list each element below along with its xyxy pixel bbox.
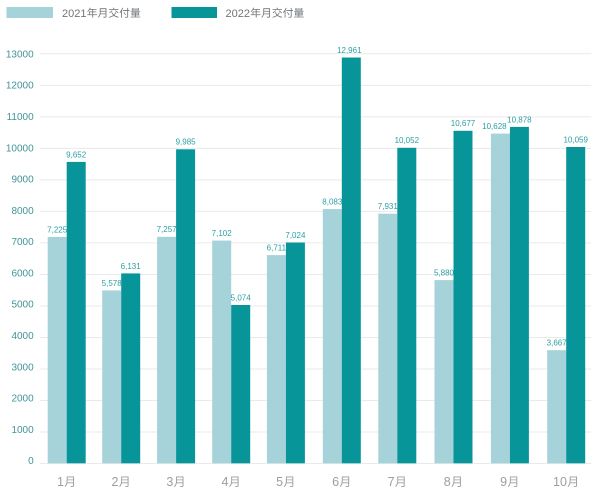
svg-text:9: 9 xyxy=(500,475,507,489)
svg-text:10,878: 10,878 xyxy=(507,115,532,124)
svg-text:6,711: 6,711 xyxy=(267,244,287,253)
svg-text:4000: 4000 xyxy=(11,331,34,342)
svg-text:5,880: 5,880 xyxy=(434,269,455,278)
svg-text:3: 3 xyxy=(166,475,173,489)
svg-text:5,578: 5,578 xyxy=(102,279,123,288)
svg-text:9,985: 9,985 xyxy=(176,138,197,147)
svg-text:5: 5 xyxy=(276,475,283,489)
svg-text:5,074: 5,074 xyxy=(231,293,252,302)
svg-text:10,628: 10,628 xyxy=(482,122,507,131)
svg-text:10000: 10000 xyxy=(6,143,34,154)
svg-text:1000: 1000 xyxy=(11,425,34,436)
svg-text:9000: 9000 xyxy=(11,175,34,186)
svg-text:2022: 2022 xyxy=(226,8,250,20)
svg-text:7,024: 7,024 xyxy=(285,231,306,240)
svg-text:8000: 8000 xyxy=(11,206,34,217)
svg-text:8: 8 xyxy=(444,475,451,489)
svg-text:9,652: 9,652 xyxy=(66,150,87,159)
svg-text:10,677: 10,677 xyxy=(451,119,476,128)
svg-text:2021: 2021 xyxy=(62,8,86,20)
svg-text:7: 7 xyxy=(388,475,395,489)
svg-text:2: 2 xyxy=(111,475,118,489)
svg-text:4: 4 xyxy=(221,475,228,489)
svg-text:12,961: 12,961 xyxy=(337,46,362,55)
svg-text:7,257: 7,257 xyxy=(157,225,178,234)
svg-text:8,083: 8,083 xyxy=(322,198,343,207)
svg-text:1: 1 xyxy=(57,475,64,489)
svg-text:13000: 13000 xyxy=(6,49,34,60)
svg-text:3,667: 3,667 xyxy=(547,339,568,348)
svg-text:10: 10 xyxy=(553,475,567,489)
svg-text:2000: 2000 xyxy=(11,394,34,405)
svg-text:6000: 6000 xyxy=(11,268,34,279)
svg-text:0: 0 xyxy=(28,456,34,467)
svg-text:6: 6 xyxy=(332,475,339,489)
svg-text:5000: 5000 xyxy=(11,300,34,311)
svg-text:7,102: 7,102 xyxy=(212,229,233,238)
svg-text:10,059: 10,059 xyxy=(563,135,588,144)
svg-text:7,931: 7,931 xyxy=(378,202,399,211)
svg-text:11000: 11000 xyxy=(7,112,35,123)
svg-text:12000: 12000 xyxy=(6,81,34,92)
svg-text:7,225: 7,225 xyxy=(47,225,68,234)
svg-text:10,052: 10,052 xyxy=(395,136,420,145)
svg-text:6,131: 6,131 xyxy=(121,262,142,271)
svg-text:3000: 3000 xyxy=(11,362,34,373)
svg-text:7000: 7000 xyxy=(11,237,34,248)
